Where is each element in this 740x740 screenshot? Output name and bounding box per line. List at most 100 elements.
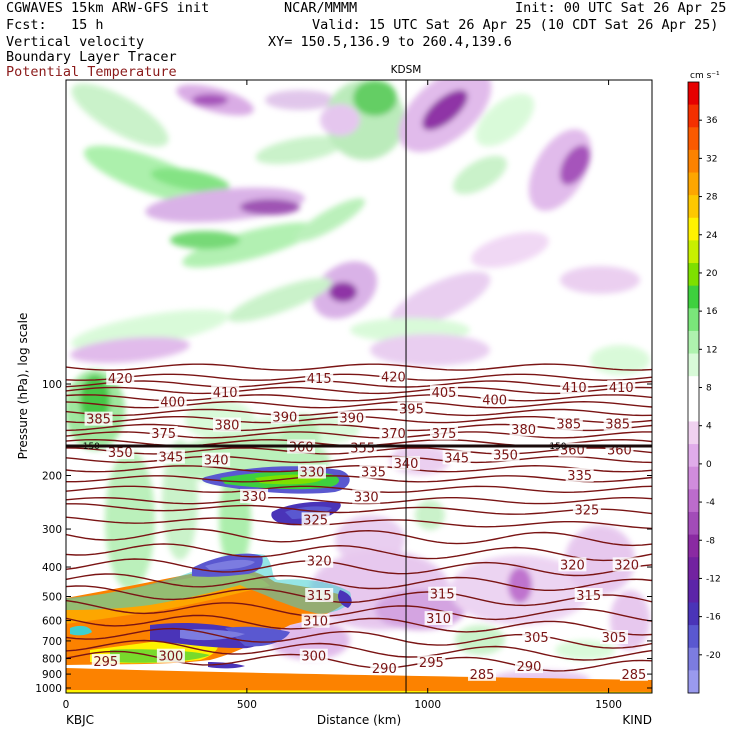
colorbar-swatch xyxy=(688,195,699,219)
colorbar-swatch xyxy=(688,376,699,400)
y-tick-label: 500 xyxy=(42,591,62,603)
theta-label-bg xyxy=(565,467,594,482)
theta-label: 350 xyxy=(493,448,518,463)
theta-label: 315 xyxy=(307,589,332,604)
theta-label: 290 xyxy=(517,660,542,675)
theta-contour xyxy=(66,627,652,649)
colorbar-swatch xyxy=(688,127,699,151)
theta-label: 330 xyxy=(242,490,267,505)
colorbar-tick-label: 0 xyxy=(706,460,712,470)
theta-contour xyxy=(66,475,652,483)
init-time: Init: 00 UTC Sat 26 Apr 25 xyxy=(515,0,727,16)
colorbar-tick-label: 24 xyxy=(706,231,718,241)
colorbar-tick-label: 28 xyxy=(706,193,718,203)
colorbar-tick-label: 8 xyxy=(706,384,712,394)
theta-label-bg xyxy=(212,417,241,432)
theta-label-bg xyxy=(522,630,551,645)
colorbar-swatch xyxy=(688,670,699,694)
x-axis-title: Distance (km) xyxy=(317,713,401,727)
colorbar-swatch xyxy=(688,511,699,536)
theta-label-bg xyxy=(619,666,648,681)
x-tick-label: 0 xyxy=(63,699,70,711)
theta-label-bg xyxy=(156,648,185,663)
x-tick-label: 1500 xyxy=(595,699,622,711)
theta-label-bg xyxy=(379,369,408,384)
colorbar-tick-label: 36 xyxy=(706,116,718,126)
theta-label: 395 xyxy=(399,402,424,417)
theta-label: 330 xyxy=(354,490,379,505)
theta-label-bg xyxy=(397,401,426,416)
theta-label-bg xyxy=(149,425,178,440)
theta-contour xyxy=(66,528,652,547)
org-label: NCAR/MMMM xyxy=(284,0,358,16)
colorbar-swatch xyxy=(688,398,699,422)
forecast-hour: Fcst: 15 h xyxy=(6,17,104,33)
theta-label-bg xyxy=(84,411,113,426)
theta-label: 325 xyxy=(574,504,599,519)
colorbar-tick-label: -12 xyxy=(706,574,721,584)
theta-label-bg xyxy=(509,422,538,437)
theta-label-bg xyxy=(359,464,388,479)
theta-label: 405 xyxy=(432,386,457,401)
theta-label: 380 xyxy=(511,423,536,438)
theta-label: 410 xyxy=(562,381,587,396)
y-tick-label: 800 xyxy=(42,654,62,666)
theta-label: 285 xyxy=(621,668,646,683)
theta-label-bg xyxy=(299,648,328,663)
colorbar-tick-label: 12 xyxy=(706,345,717,355)
y-tick-label: 100 xyxy=(42,379,62,391)
theta-label: 320 xyxy=(614,558,639,573)
theta-label-bg xyxy=(424,611,453,626)
colorbar-tick-label: 4 xyxy=(706,422,712,432)
theta-label: 370 xyxy=(381,427,406,442)
theta-label-bg xyxy=(607,380,636,395)
theta-label: 300 xyxy=(158,650,183,665)
theta-label-bg xyxy=(352,489,381,504)
theta-label-bg xyxy=(558,557,587,572)
colorbar-swatch xyxy=(688,308,699,332)
theta-label-bg xyxy=(202,452,231,467)
theta-contour xyxy=(66,599,652,622)
theta-label: 360 xyxy=(289,441,314,456)
theta-label: 285 xyxy=(470,668,495,683)
theta-contour xyxy=(66,558,652,577)
theta-label-bg xyxy=(430,425,459,440)
theta-contour xyxy=(66,423,652,432)
colorbar-swatch xyxy=(688,330,699,355)
colorbar-swatch xyxy=(688,602,699,626)
theta-label: 315 xyxy=(430,588,455,603)
colorbar-swatch xyxy=(688,647,699,671)
theta-label-bg xyxy=(480,392,509,407)
x-tick-label: 1000 xyxy=(414,699,441,711)
y-tick-label: 600 xyxy=(42,616,62,628)
colorbar-swatch xyxy=(688,82,699,106)
theta-contour xyxy=(66,464,652,473)
theta-label: 375 xyxy=(151,427,176,442)
theta-label: 410 xyxy=(213,386,238,401)
colorbar-swatch xyxy=(688,285,699,309)
theta-label-bg xyxy=(301,512,330,527)
y-tick-label: 300 xyxy=(42,524,62,536)
colorbar-swatch xyxy=(688,489,699,513)
theta-label: 305 xyxy=(524,631,549,646)
theta-label-bg xyxy=(240,488,269,503)
theta-label: 335 xyxy=(361,466,386,481)
theta-label-bg xyxy=(554,416,583,431)
theta-label: 420 xyxy=(108,372,133,387)
theta-label-bg xyxy=(305,553,334,568)
theta-label-bg xyxy=(603,416,632,431)
theta-label: 305 xyxy=(602,631,627,646)
theta-label-bg xyxy=(572,502,601,517)
y-axis-title: Pressure (hPa), log scale xyxy=(16,313,30,460)
left-station-label: KBJC xyxy=(66,713,94,727)
theta-label-bg xyxy=(297,464,326,479)
y-tick-label: 900 xyxy=(42,669,62,681)
theta-contour xyxy=(66,573,652,591)
theta-label-bg xyxy=(574,588,603,603)
theta-contour xyxy=(66,408,652,417)
theta-contour xyxy=(66,585,652,607)
theta-label: 390 xyxy=(339,412,364,427)
theta-label: 340 xyxy=(204,454,229,469)
theta-label: 385 xyxy=(86,413,111,428)
